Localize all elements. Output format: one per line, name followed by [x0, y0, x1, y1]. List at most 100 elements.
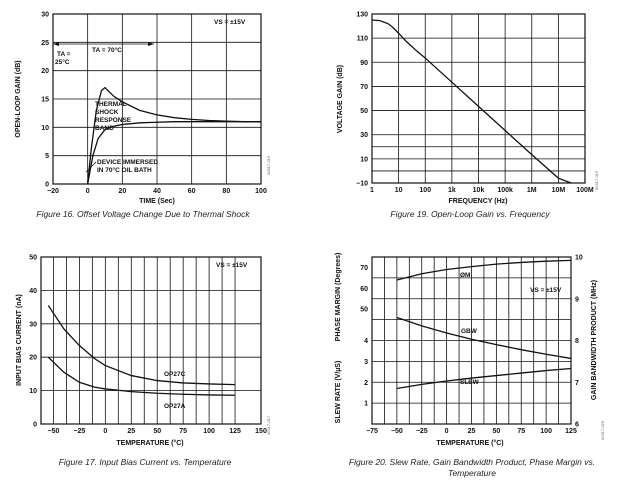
y-axis-label-right: GAIN BANDWIDTH PRODUCT (MHz): [591, 280, 598, 400]
series-line-SLEW: [396, 367, 572, 390]
series-line-OP27A: [47, 356, 236, 396]
series-line-lower: [87, 121, 261, 185]
ta1b-annotation: 25°C: [55, 58, 70, 66]
caption: Figure 16. Offset Voltage Change Due to …: [36, 209, 250, 219]
y-tick-label: 110: [357, 36, 368, 43]
x-tick-label: −50: [391, 428, 403, 435]
arrow-left-icon: [53, 42, 59, 46]
bath-pointer-line: [85, 161, 97, 173]
ta2-annotation: TA = 70°C: [92, 46, 122, 54]
x-tick-label: 100: [540, 428, 552, 435]
y-tick-label: 30: [360, 132, 368, 139]
y-tick-label-pm: 50: [360, 307, 368, 314]
y-tick-label-pm: 70: [360, 265, 368, 272]
y-tick-label: 5: [45, 153, 49, 160]
x-tick-label: 10k: [473, 187, 485, 194]
x-tick-label: −25: [73, 428, 85, 435]
caption: Figure 19. Open-Loop Gain vs. Frequency: [390, 209, 550, 219]
y-tick-label: 30: [29, 321, 37, 328]
plot-frame: [40, 256, 262, 425]
figure-id: 00317-017: [266, 415, 271, 435]
y-tick-label: 10: [41, 125, 49, 132]
x-tick-label: 100: [255, 188, 267, 195]
y-tick-label: 20: [29, 355, 37, 362]
y-tick-label: 50: [29, 255, 37, 262]
y-tick-label: 40: [29, 288, 37, 295]
caption: Figure 20. Slew Rate, Gain Bandwidth Pro…: [349, 457, 595, 467]
x-tick-label: −75: [366, 428, 378, 435]
x-tick-label: 40: [153, 188, 161, 195]
series-line-OP27C: [47, 305, 236, 386]
chart-open-loop-gain: 1 10 100 1k 10k 100k 1M 10M 100M−101030507090110…: [337, 12, 599, 220]
x-axis-label: TEMPERATURE (°C): [116, 439, 183, 447]
y-tick-label: 15: [41, 97, 49, 104]
x-tick-label: −50: [48, 428, 60, 435]
x-tick-label: −20: [47, 188, 59, 195]
series-line-ØM: [396, 259, 572, 281]
y-tick-label-sr: 1: [364, 401, 368, 408]
x-axis-label: TIME (Sec): [139, 198, 175, 205]
x-tick-label: 1: [370, 187, 374, 194]
x-tick-label: 50: [492, 428, 500, 435]
y-tick-label: 0: [33, 422, 37, 429]
x-tick-label: 0: [86, 188, 90, 195]
x-tick-label: 0: [103, 428, 107, 435]
bath-label-1: DEVICE IMMERSED: [97, 159, 158, 166]
figure-id: 00317-020: [600, 420, 605, 440]
x-tick-label: 125: [565, 428, 577, 435]
slew-label: SLEW: [460, 379, 480, 386]
y-tick-label: 70: [360, 84, 368, 91]
y-axis-label-left: SLEW RATE (V/µS): [335, 361, 342, 424]
arrow-right-icon: [148, 42, 154, 46]
y-tick-label-right: 10: [575, 255, 583, 262]
x-tick-label: 100M: [576, 187, 594, 194]
y-tick-label: 10: [360, 156, 368, 163]
plot-frame: [371, 256, 572, 425]
y-axis-label: VOLTAGE GAIN (dB): [337, 65, 344, 133]
pm-label: ØM: [460, 272, 470, 279]
vs-annotation: VS = ±15V: [216, 262, 248, 269]
x-tick-label: 75: [179, 428, 187, 435]
x-tick-label: 10: [395, 187, 403, 194]
gbw-label: GBW: [461, 328, 478, 335]
x-tick-label: 0: [445, 428, 449, 435]
y-tick-label-pm: 60: [360, 286, 368, 293]
vs-annotation: VS = ±15V: [530, 287, 562, 294]
shock-label-2: SHOCK: [95, 109, 119, 116]
x-tick-label: −25: [416, 428, 428, 435]
y-axis-label: OPEN-LOOP GAIN (dB): [15, 60, 22, 137]
x-tick-label: 1M: [527, 187, 537, 194]
x-tick-label: 25: [468, 428, 476, 435]
y-tick-label-right: 6: [575, 422, 579, 429]
op27a-label: OP27A: [164, 403, 186, 410]
x-tick-label: 60: [188, 188, 196, 195]
x-tick-label: 75: [517, 428, 525, 435]
x-tick-label: 10M: [552, 187, 566, 194]
y-tick-label: 130: [356, 12, 368, 19]
y-tick-label-sr: 2: [364, 380, 368, 387]
y-tick-label-sr: 3: [364, 359, 368, 366]
x-tick-label: 125: [229, 428, 241, 435]
series-line-gain: [371, 19, 572, 184]
op27c-label: OP27C: [164, 371, 186, 378]
chart-input-bias-current: −50 −25 0 25 50 75 100 125 150 0 10 20 30 40 50 TEMPER…: [16, 255, 271, 468]
x-axis-label: TEMPERATURE (°C): [436, 439, 503, 447]
bath-label-2: IN 70°C OIL BATH: [97, 166, 152, 174]
y-tick-label: −10: [356, 181, 368, 188]
y-tick-label-sr: 4: [364, 338, 368, 345]
figure-id: 00317-016: [266, 155, 271, 175]
y-axis-label-left-2: PHASE MARGIN (Degrees): [335, 253, 342, 342]
y-tick-label: 25: [41, 40, 49, 47]
x-tick-label: 100k: [497, 187, 513, 194]
ta1-annotation: TA =: [57, 51, 71, 58]
y-tick-label: 30: [41, 12, 49, 19]
x-tick-label: 150: [255, 428, 267, 435]
x-tick-label: 1k: [448, 187, 456, 194]
x-tick-label: 100: [203, 428, 215, 435]
shock-label-1: THERMAL: [95, 101, 127, 108]
plot-frame: [52, 13, 262, 185]
series-line-upper: [87, 86, 261, 185]
y-axis-label: INPUT BIAS CURRENT (nA): [16, 294, 23, 386]
